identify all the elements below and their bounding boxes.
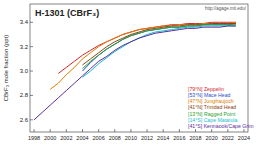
- x-tick: [34, 129, 35, 132]
- y-tick-label: 2.6: [20, 117, 29, 123]
- legend-entry: [41°N] Trinidad Head: [188, 104, 236, 110]
- series-line: [82, 26, 235, 77]
- x-tick-label: 2014: [157, 135, 169, 141]
- legend-entry: [79°N] Zeppelin: [188, 86, 224, 92]
- x-tick-label: 2018: [189, 135, 201, 141]
- x-tick: [195, 129, 196, 132]
- x-tick-label: 2010: [125, 135, 137, 141]
- x-tick: [114, 129, 115, 132]
- x-tick: [147, 129, 148, 132]
- x-tick-label: 2002: [60, 135, 72, 141]
- legend-entry: [41°S] Kennaook/Cape Grim: [188, 123, 254, 129]
- y-tick-label: 3.4: [20, 19, 29, 25]
- x-tick-label: 2004: [76, 135, 88, 141]
- series-line: [58, 22, 236, 73]
- y-tick: [30, 22, 33, 23]
- y-tick-label: 2.8: [20, 92, 29, 98]
- legend-entry: [14°S] Cape Matatula: [188, 117, 237, 123]
- x-tick-label: 2008: [109, 135, 121, 141]
- y-tick: [30, 119, 33, 120]
- x-tick-label: 2006: [93, 135, 105, 141]
- x-tick-label: 2016: [173, 135, 185, 141]
- legend-entry: [47°N] Jungfraujoch: [188, 98, 234, 104]
- y-tick-label: 3.2: [20, 44, 29, 50]
- x-tick-label: 2024: [238, 135, 250, 141]
- series-line: [82, 24, 235, 72]
- source-url: http://agage.mit.edu/: [205, 6, 247, 11]
- x-tick: [98, 129, 99, 132]
- x-tick: [243, 129, 244, 132]
- x-tick: [130, 129, 131, 132]
- y-tick: [30, 46, 33, 47]
- legend-entry: [13°N] Ragged Point: [188, 111, 236, 117]
- title: H-1301 (CBrF₃): [35, 8, 99, 18]
- y-tick-label: 3.0: [20, 68, 29, 74]
- series-line: [34, 26, 236, 120]
- y-axis-label: CBrF₃ mole fraction (ppt): [3, 35, 9, 101]
- x-tick: [66, 129, 67, 132]
- series-group: [34, 22, 236, 120]
- x-tick: [211, 129, 212, 132]
- x-tick-label: 2020: [206, 135, 218, 141]
- y-tick: [30, 95, 33, 96]
- y-tick: [30, 71, 33, 72]
- chart: 2.6 2.8 3.0 3.2 3.4 1998 2000 2002 2004 2006 2008 2…: [0, 0, 260, 147]
- x-tick-label: 1998: [28, 135, 40, 141]
- x-tick: [163, 129, 164, 132]
- x-tick-label: 2022: [222, 135, 234, 141]
- x-tick: [82, 129, 83, 132]
- x-tick: [179, 129, 180, 132]
- plot-frame: [30, 4, 248, 132]
- x-tick-label: 2000: [44, 135, 56, 141]
- legend-entry: [53°N] Mace Head: [188, 92, 231, 98]
- x-tick: [227, 129, 228, 132]
- x-tick-label: 2012: [141, 135, 153, 141]
- x-tick: [50, 129, 51, 132]
